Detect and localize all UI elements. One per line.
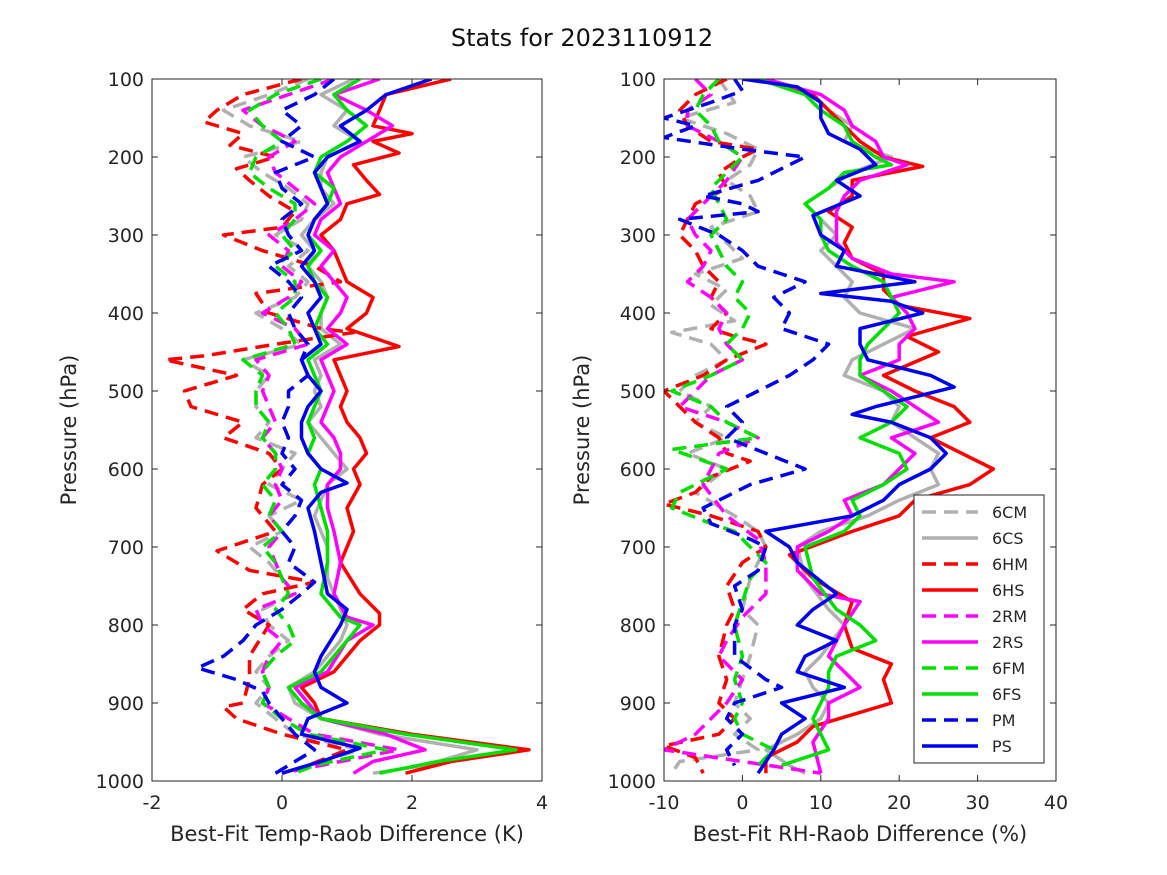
rh-x-tick-label: 40 [1044,792,1068,814]
temp-series-6hm [163,79,356,775]
rh-y-tick-label: 800 [620,615,656,637]
temp-y-tick-label: 1000 [96,771,144,793]
temp-series-6cs [286,79,479,775]
temp-x-axis-label: Best-Fit Temp-Raob Difference (K) [170,822,524,846]
temp-x-tick-label: 2 [406,792,418,814]
temp-series-6fm [241,79,388,775]
rh-series-6hm [664,79,768,774]
temp-series-ps [281,79,433,775]
rh-series-2rm [664,79,822,775]
rh-y-tick-label: 600 [620,459,656,481]
rh-y-axis-label: Pressure (hPa) [570,355,594,506]
rh-x-tick-label: 20 [887,792,911,814]
temp-series-group [163,79,531,775]
legend-label-6cs: 6CS [992,529,1024,548]
temp-axes-box [151,78,543,782]
temp-y-tick-label: 700 [108,537,144,559]
legend-label-6fm: 6FM [992,659,1025,678]
temp-y-tick-label: 400 [108,303,144,325]
rh-x-tick-label: -10 [648,792,679,814]
rh-y-tick-label: 400 [620,303,656,325]
rh-x-tick-label: 30 [966,792,990,814]
rh-y-tick-label: 700 [620,537,656,559]
legend-label-2rm: 2RM [992,607,1027,626]
legend-box [913,494,1045,764]
temp-x-tick-label: -2 [143,792,162,814]
temp-series-6hs [299,79,531,775]
temp-y-tick-label: 900 [108,693,144,715]
temp-series-2rm [241,79,401,775]
rh-x-tick-label: 10 [809,792,833,814]
rh-axes-box [663,78,1057,782]
temp-y-axis-label: Pressure (hPa) [57,355,81,506]
legend-label-6hs: 6HS [992,581,1024,600]
rh-panel: -10 0 10 20 30 40 100 200 300 400 500 600 700 800 900 1… [570,69,1068,846]
legend-label-6hm: 6HM [992,555,1028,574]
temp-x-tick-label: 4 [536,792,548,814]
rh-x-axis-label: Best-Fit RH-Raob Difference (%) [693,822,1027,846]
rh-y-tick-label: 1000 [608,771,656,793]
temp-plot-area [152,79,542,781]
legend-label-2rs: 2RS [992,633,1023,652]
rh-y-tick-label: 200 [620,147,656,169]
rh-series-6fs [757,79,909,768]
rh-ticks: -10 0 10 20 30 40 100 200 300 400 500 600 700 800 900 1… [608,69,1068,814]
temp-y-tick-label: 200 [108,147,144,169]
temp-y-tick-label: 600 [108,459,144,481]
rh-y-tick-label: 500 [620,381,656,403]
legend-label-6cm: 6CM [992,503,1027,522]
temp-series-pm [195,79,336,775]
temp-y-tick-label: 500 [108,381,144,403]
rh-y-tick-label: 100 [620,69,656,91]
temp-panel: -2 0 2 4 100 200 300 400 500 600 700 800 900 1000 Bes… [57,69,548,846]
rh-series-group [664,79,996,775]
temp-y-tick-label: 800 [108,615,144,637]
rh-series-pm [664,79,831,767]
legend: 6CM 6CS 6HM 6HS 2RM 2RS 6FM 6FS PM PS [913,494,1045,764]
rh-series-ps [742,79,956,775]
legend-label-ps: PS [992,737,1012,756]
legend-label-pm: PM [992,711,1015,730]
rh-y-tick-label: 900 [620,693,656,715]
temp-ticks: -2 0 2 4 100 200 300 400 500 600 700 800 900 1000 [96,69,548,814]
temp-y-tick-label: 300 [108,225,144,247]
figure-title: Stats for 2023110912 [451,24,713,52]
rh-y-tick-label: 300 [620,225,656,247]
rh-x-tick-label: 0 [736,792,748,814]
temp-y-tick-label: 100 [108,69,144,91]
rh-series-2rs [765,79,956,774]
temp-series-6cm [221,79,362,775]
legend-label-6fs: 6FS [992,685,1021,704]
temp-x-tick-label: 0 [276,792,288,814]
